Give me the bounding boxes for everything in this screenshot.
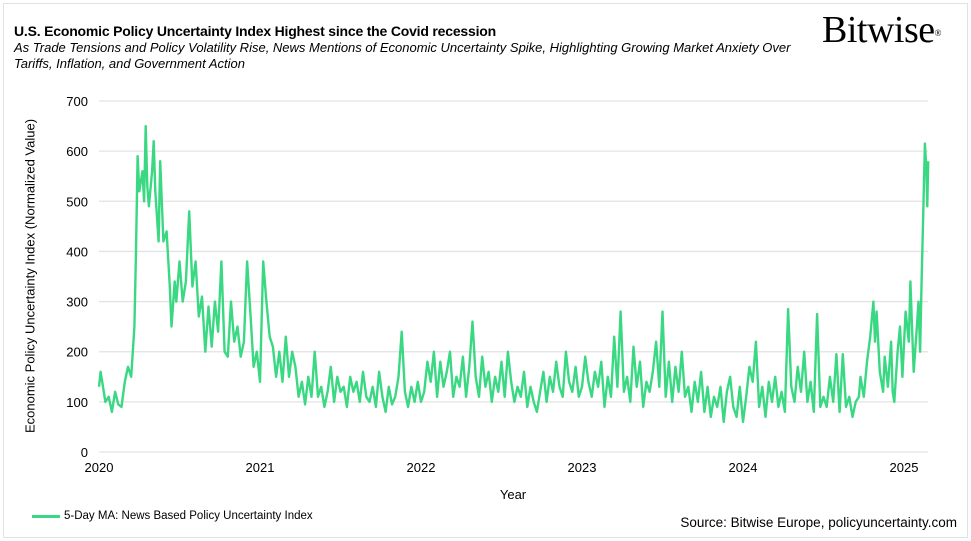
x-tick-label: 2020 [85, 460, 114, 475]
x-tick-label: 2022 [407, 460, 436, 475]
y-tick-label: 300 [66, 295, 88, 310]
legend-label: 5-Day MA: News Based Policy Uncertainty … [64, 510, 313, 522]
y-tick-label: 400 [66, 244, 88, 259]
bitwise-logo: Bitwise® [822, 9, 941, 51]
y-tick-label: 0 [81, 445, 88, 460]
legend-swatch [32, 514, 60, 518]
chart-frame [3, 3, 968, 538]
x-tick-label: 2023 [568, 460, 597, 475]
x-tick-label: 2024 [729, 460, 758, 475]
source-note: Source: Bitwise Europe, policyuncertaint… [680, 515, 957, 530]
chart-subtitle: As Trade Tensions and Policy Volatility … [14, 40, 791, 71]
legend: 5-Day MA: News Based Policy Uncertainty … [32, 510, 313, 522]
y-axis-label: Economic Policy Uncertainty Index (Norma… [22, 118, 38, 434]
x-tick-label: 2025 [890, 460, 919, 475]
y-tick-label: 600 [66, 144, 88, 159]
chart-title: U.S. Economic Policy Uncertainty Index H… [14, 23, 496, 39]
series-line [97, 124, 930, 424]
x-axis-label: Year [499, 487, 527, 502]
y-tick-label: 200 [66, 345, 88, 360]
x-tick-label: 2021 [246, 460, 275, 475]
y-tick-label: 700 [66, 94, 88, 109]
y-tick-label: 500 [66, 194, 88, 209]
y-tick-label: 100 [66, 395, 88, 410]
